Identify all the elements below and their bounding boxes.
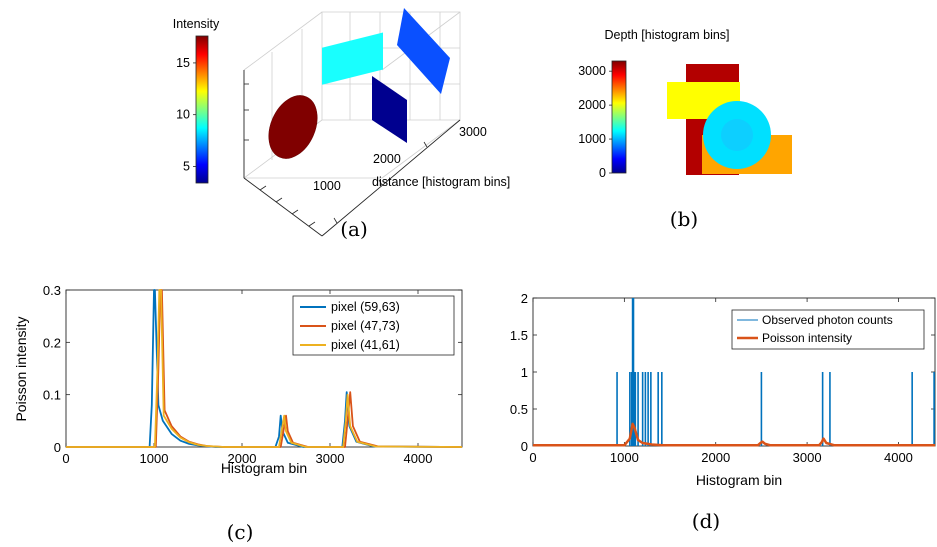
colorbar-a-title: Intensity <box>173 17 220 31</box>
plot-d-series <box>533 298 935 447</box>
legend-c-label-3: pixel (41,61) <box>331 338 400 352</box>
legend-c-label-2: pixel (47,73) <box>331 319 400 333</box>
caption-c: (c) <box>227 520 254 544</box>
plot-d-xtick-label: 2000 <box>701 450 730 465</box>
plot-d-xtick-label: 1000 <box>610 450 639 465</box>
zaxis-tick-2000: 2000 <box>373 152 401 166</box>
plot-d-xtick-label: 4000 <box>884 450 913 465</box>
legend-d-label-2: Poisson intensity <box>762 331 852 345</box>
plot-c-series <box>66 289 463 448</box>
plot-c-series-line-3 <box>66 289 463 448</box>
plot-c-xlabel: Histogram bin <box>221 460 307 476</box>
panel-d: 0 1000 2000 3000 4000 0 0.5 1 1.5 2 Histogram bin… <box>510 291 936 533</box>
colorbar-b <box>611 60 627 174</box>
panel-b-title: Depth [histogram bins] <box>604 28 729 42</box>
plot-d-ytick-label: 2 <box>521 291 528 306</box>
legend-c-label-1: pixel (59,63) <box>331 300 400 314</box>
caption-d: (d) <box>692 509 720 533</box>
xaxis-label-a: distance [histogram bins] <box>372 175 510 189</box>
panel-b: Depth [histogram bins] 0 1000 2000 3000 (b) <box>578 28 792 231</box>
legend-d-label-1: Observed photon counts <box>762 313 893 327</box>
plot-d-ytick-label: 0 <box>521 439 528 454</box>
plot-c-xtick-label: 4000 <box>404 451 433 466</box>
colorbar-a <box>195 35 209 184</box>
plot-d-legend: Observed photon counts Poisson intensity <box>731 309 925 350</box>
colorbar-b-ticks: 0 1000 2000 3000 <box>578 64 612 180</box>
plot-d-ytick-label: 1.5 <box>510 328 528 343</box>
plot-d-xtick-label: 0 <box>529 450 536 465</box>
plot-d-ticks: 0 1000 2000 3000 4000 0 0.5 1 1.5 2 <box>510 291 935 465</box>
plot-d-ytick-label: 1 <box>521 365 528 380</box>
colorbar-a-tick-label: 5 <box>183 159 190 173</box>
zaxis-tick-1000: 1000 <box>313 179 341 193</box>
depth-region-cyan-core <box>721 119 753 151</box>
object-parallelogram-navy <box>372 76 407 143</box>
plot-c-ytick-label: 0 <box>54 440 61 455</box>
plot-c-xtick-label: 0 <box>62 451 69 466</box>
colorbar-a-tick-label: 15 <box>176 56 190 70</box>
plot-c-ylabel: Poisson intensity <box>13 316 29 421</box>
plot-c-xtick-label: 2000 <box>228 451 257 466</box>
colorbar-b-tick-label: 1000 <box>578 132 606 146</box>
plot-c-xtick-label: 3000 <box>316 451 345 466</box>
panel-c: 0 1000 2000 3000 4000 0 0.1 0.2 0.3 Histogram bi… <box>13 283 463 544</box>
object-parallelogram-blue <box>397 8 450 94</box>
colorbar-b-tick-label: 0 <box>599 166 606 180</box>
colorbar-b-tick-label: 3000 <box>578 64 606 78</box>
plot-c-ticks: 0 1000 2000 3000 4000 0 0.1 0.2 0.3 <box>43 283 462 466</box>
plot-d-xtick-label: 3000 <box>793 450 822 465</box>
plot-c-ytick-label: 0.1 <box>43 388 61 403</box>
zaxis-tick-3000: 3000 <box>459 125 487 139</box>
colorbar-a-tick-label: 10 <box>176 108 190 122</box>
plot-d-series-line-2 <box>533 422 935 447</box>
object-ellipse-red <box>268 95 318 159</box>
plot-d-xlabel: Histogram bin <box>696 472 782 488</box>
caption-b: (b) <box>670 207 698 231</box>
colorbar-a-ticks: 5 10 15 <box>176 56 196 173</box>
plot-c-xtick-label: 1000 <box>140 451 169 466</box>
axes-3d-edges <box>243 70 461 237</box>
plot-c-ytick-label: 0.2 <box>43 335 61 350</box>
plot-d-ytick-label: 0.5 <box>510 402 528 417</box>
panel-a: Intensity 5 10 15 <box>173 8 510 241</box>
axes-3d-ticks <box>244 83 428 227</box>
caption-a: (a) <box>340 217 368 241</box>
object-square-cyan <box>322 32 383 85</box>
plot-c-legend: pixel (59,63) pixel (47,73) pixel (41,61… <box>292 295 455 356</box>
plot-c-ytick-label: 0.3 <box>43 283 61 298</box>
colorbar-b-tick-label: 2000 <box>578 98 606 112</box>
